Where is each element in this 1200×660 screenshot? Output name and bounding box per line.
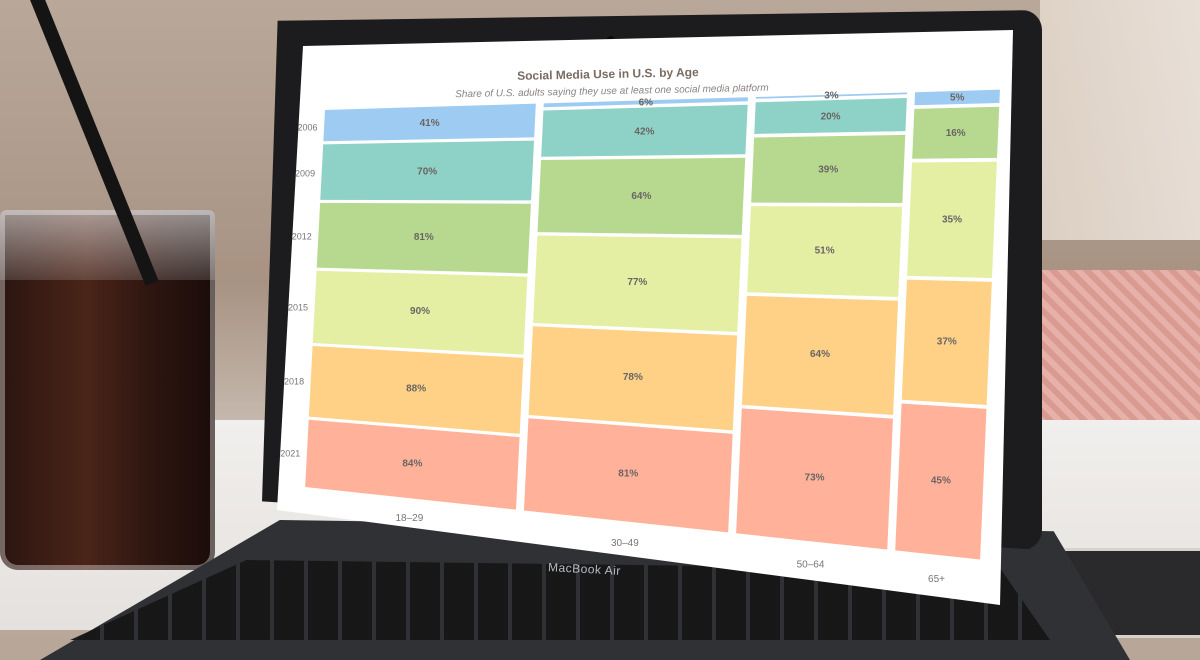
x-tick-label: 50–64 [797,560,825,571]
mosaic-cell-30–49-2021 [523,418,733,533]
chart-title: Social Media Use in U.S. by Age [517,65,699,83]
y-tick-label: 2006 [298,123,318,133]
mosaic-cell-65+-2006 [914,89,1000,106]
data-label: 64% [631,191,651,202]
data-label: 88% [406,384,426,395]
ice-cubes [0,210,215,280]
data-label: 45% [931,476,951,487]
mosaic-cell-30–49-2006 [543,97,748,108]
data-label: 35% [942,215,962,226]
mosaic-cell-50–64-2015 [747,206,903,298]
mosaic-cell-50–64-2009 [754,97,907,134]
mosaic-cell-30–49-2012 [537,157,746,235]
data-label: 37% [937,337,957,348]
data-label: 51% [815,246,835,257]
mosaic-cell-18–29-2018 [308,346,524,434]
mosaic-cell-65+-2012 [912,106,1000,159]
data-label: 16% [946,128,966,139]
y-tick-label: 2021 [280,448,300,458]
chart-subtitle: Share of U.S. adults saying they use at … [455,83,769,101]
mosaic-cell-18–29-2009 [320,140,535,201]
background-wall [1040,0,1200,240]
mosaic-cell-30–49-2018 [528,326,738,431]
data-label: 42% [634,127,654,138]
mosaic-cell-50–64-2018 [741,295,899,415]
x-tick-label: 65+ [928,574,945,585]
mosaic-cell-65+-2021 [895,403,987,560]
data-label: 84% [402,458,422,469]
data-label: 3% [824,91,839,102]
chart-marks: 41% 70% 81% 90% 88% 84% 18–29 6% 42% 64% 77% 78% 81%… [280,89,1000,585]
x-tick-label: 30–49 [611,538,639,549]
data-label: 81% [414,232,434,243]
y-tick-label: 2015 [288,303,308,313]
mosaic-cell-65+-2015 [907,161,997,279]
y-tick-label: 2012 [292,232,312,242]
y-tick-label: 2009 [295,169,315,179]
data-label: 41% [420,118,440,129]
laptop-screen: Social Media Use in U.S. by Age Share of… [280,65,1000,586]
mosaic-cell-18–29-2015 [312,270,528,355]
mosaic-cell-30–49-2015 [533,235,742,332]
mosaic-chart: Social Media Use in U.S. by Age Share of… [280,65,1000,585]
data-label: 90% [410,306,430,317]
mosaic-cell-18–29-2021 [305,419,520,510]
mosaic-cell-50–64-2021 [736,408,893,550]
data-label: 78% [623,372,643,383]
mosaic-cell-50–64-2012 [751,134,906,204]
data-label: 20% [821,111,841,122]
x-tick-label: 18–29 [396,513,424,524]
data-label: 81% [618,469,638,480]
data-label: 39% [818,164,838,175]
data-label: 73% [805,472,825,483]
data-label: 64% [810,349,830,360]
data-label: 70% [417,166,437,177]
mosaic-cell-50–64-2006 [755,92,908,99]
y-tick-label: 2018 [284,377,304,387]
mosaic-cell-65+-2018 [901,279,992,406]
data-label: 5% [950,93,965,104]
mosaic-cell-18–29-2006 [323,103,536,142]
mosaic-cell-18–29-2012 [316,202,531,274]
data-label: 6% [639,97,654,108]
data-label: 77% [627,277,647,288]
mosaic-cell-30–49-2009 [541,104,748,157]
